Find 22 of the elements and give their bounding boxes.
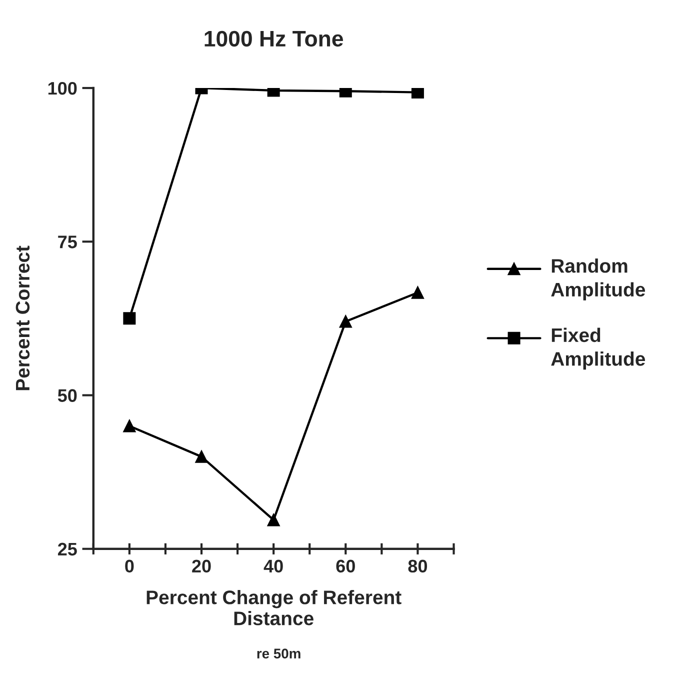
x-tick-label: 80 (408, 560, 428, 573)
legend-label: Fixed Amplitude (551, 328, 646, 370)
y-tick-label: 25 (58, 542, 77, 556)
point (267, 514, 280, 526)
x-tick-label: 0 (125, 560, 134, 573)
point (339, 315, 352, 328)
legend-label: Random Amplitude (551, 258, 646, 300)
y-tick-label: 75 (58, 236, 77, 248)
x-axis-title: Percent Change of Referent Distance (146, 590, 402, 626)
point (195, 450, 208, 463)
chart-title: 1000 Hz Tone (204, 30, 344, 47)
y-tick-label: 100 (48, 82, 77, 95)
x-tick-label: 20 (192, 560, 211, 573)
point (411, 88, 424, 99)
point (123, 420, 136, 432)
x-tick-label: 60 (336, 560, 355, 573)
text: re 50m (257, 648, 300, 658)
y-axis-title: Percent Correct (16, 246, 30, 390)
y-tick-label: 50 (58, 389, 77, 402)
point (123, 312, 136, 325)
x-tick-label: 40 (264, 560, 283, 573)
point (411, 286, 424, 299)
